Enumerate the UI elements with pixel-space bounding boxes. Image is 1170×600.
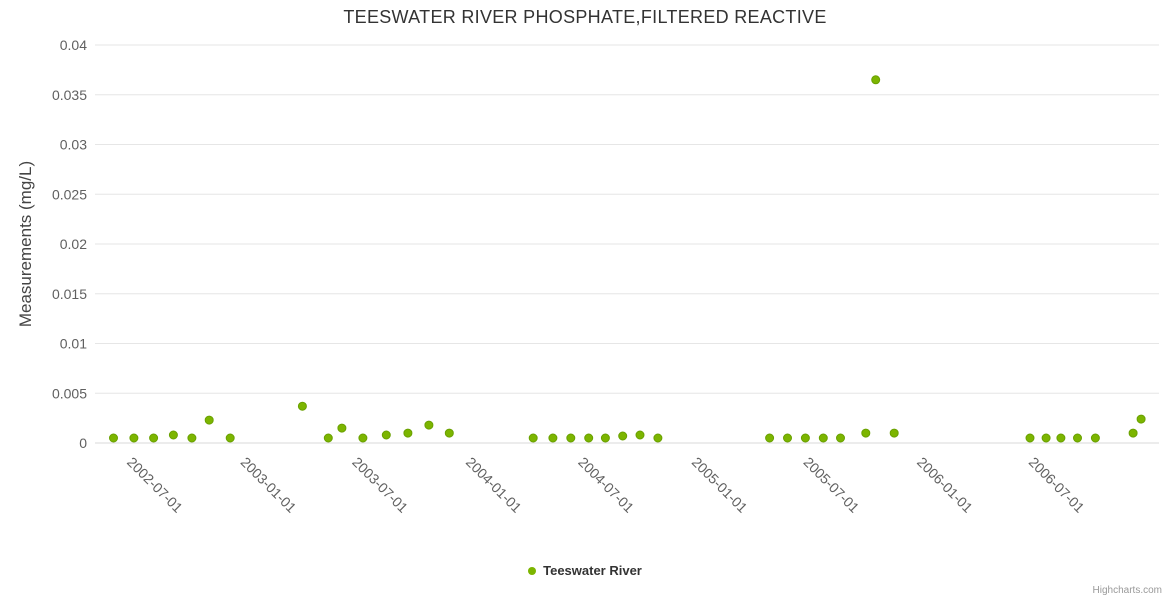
data-point[interactable] — [444, 428, 454, 438]
data-point[interactable] — [600, 433, 610, 443]
data-point[interactable] — [424, 420, 434, 430]
legend-marker-icon — [528, 566, 537, 575]
data-point[interactable] — [566, 433, 576, 443]
data-point[interactable] — [1041, 433, 1051, 443]
y-tick-label: 0 — [79, 435, 87, 451]
data-point[interactable] — [109, 433, 118, 443]
data-point[interactable] — [1073, 433, 1082, 443]
data-point[interactable] — [889, 428, 899, 438]
x-tick-label: 2006-07-01 — [1026, 454, 1088, 516]
data-point[interactable] — [381, 430, 391, 440]
data-point[interactable] — [168, 430, 178, 440]
data-point[interactable] — [1025, 433, 1035, 443]
data-point[interactable] — [1136, 414, 1146, 424]
data-point[interactable] — [403, 428, 413, 438]
data-point[interactable] — [297, 401, 307, 411]
x-tick-label: 2006-01-01 — [914, 454, 976, 516]
data-point[interactable] — [618, 431, 628, 441]
y-tick-label: 0.015 — [52, 286, 87, 302]
legend-item[interactable]: Teeswater River — [0, 563, 1170, 578]
x-tick-label: 2005-01-01 — [689, 454, 751, 516]
data-point[interactable] — [653, 433, 663, 443]
x-tick-label: 2004-07-01 — [575, 454, 637, 516]
x-tick-label: 2003-01-01 — [238, 454, 300, 516]
data-point[interactable] — [635, 430, 645, 440]
data-point[interactable] — [225, 433, 235, 443]
data-point[interactable] — [1090, 433, 1100, 443]
data-point[interactable] — [548, 433, 558, 443]
highcharts-credit[interactable]: Highcharts.com — [1092, 585, 1162, 596]
data-point[interactable] — [323, 433, 333, 443]
y-tick-label: 0.02 — [60, 236, 87, 252]
data-point[interactable] — [528, 433, 538, 443]
y-tick-label: 0.01 — [60, 336, 87, 352]
data-point[interactable] — [187, 433, 197, 443]
data-point[interactable] — [149, 433, 159, 443]
data-point[interactable] — [800, 433, 810, 443]
data-point[interactable] — [204, 415, 214, 425]
y-tick-label: 0.035 — [52, 87, 87, 103]
data-point[interactable] — [765, 433, 775, 443]
data-point[interactable] — [861, 428, 871, 438]
legend-label: Teeswater River — [543, 563, 642, 578]
x-tick-label: 2005-07-01 — [800, 454, 862, 516]
x-tick-label: 2004-01-01 — [463, 454, 525, 516]
y-tick-label: 0.03 — [60, 137, 87, 153]
data-point[interactable] — [337, 423, 347, 433]
data-point[interactable] — [129, 433, 139, 443]
data-point[interactable] — [871, 75, 881, 85]
x-tick-label: 2002-07-01 — [124, 454, 186, 516]
y-tick-label: 0.04 — [60, 37, 87, 53]
x-tick-label: 2003-07-01 — [349, 454, 411, 516]
data-point[interactable] — [1128, 428, 1138, 438]
data-point[interactable] — [584, 433, 594, 443]
data-point[interactable] — [1056, 433, 1066, 443]
y-tick-label: 0.005 — [52, 385, 87, 401]
data-point[interactable] — [836, 433, 845, 443]
data-point[interactable] — [818, 433, 828, 443]
data-point[interactable] — [783, 433, 792, 443]
chart-title: TEESWATER RIVER PHOSPHATE,FILTERED REACT… — [343, 7, 827, 27]
y-tick-label: 0.025 — [52, 186, 87, 202]
data-point[interactable] — [358, 433, 368, 443]
